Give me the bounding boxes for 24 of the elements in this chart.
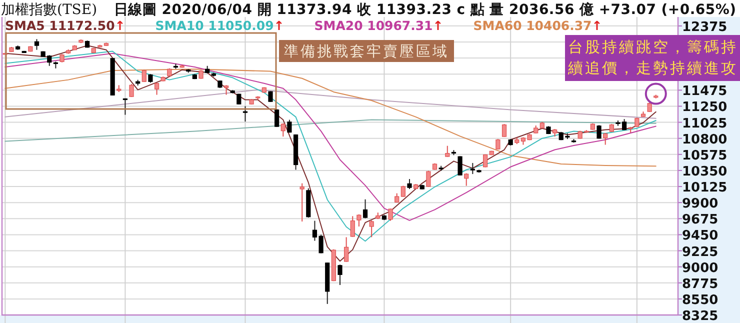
- y-tick-label: 11475: [682, 84, 728, 100]
- y-tick-label: 11025: [682, 116, 728, 132]
- legend: SMA5 11172.50↑ SMA10 11050.09↑ SMA20 10967.31↑ SMA60 10406.37↑: [5, 18, 602, 33]
- y-tick-label: 10125: [682, 180, 728, 196]
- y-tick-label: 8325: [682, 309, 718, 323]
- y-tick-label: 8550: [682, 292, 718, 308]
- y-tick-label: 9225: [682, 244, 718, 260]
- chart-title: 加權指數(TSE): [1, 2, 98, 18]
- annotation: 準備挑戰套牢賣壓區域: [279, 40, 454, 62]
- chart-subtitle: 日線圖 2020/06/04 開 11373.94 收 11393.23 c 點 量 2036.56 億 +73.07 (+0.65%): [114, 1, 736, 18]
- y-tick-label: 10575: [682, 148, 728, 164]
- annotation: 台股持續跳空，籌碼持續追價，走勢持續進攻: [565, 35, 740, 81]
- y-tick-label: 8775: [682, 276, 718, 292]
- y-tick-label: 9675: [682, 212, 718, 228]
- y-tick-label: 10800: [682, 132, 728, 148]
- y-tick-label: 9450: [682, 228, 718, 244]
- line-series: [4, 119, 656, 142]
- annotation: 準備挑戰套牢賣壓區域: [284, 43, 449, 60]
- y-tick-label: 12375: [682, 20, 728, 35]
- line-series: [4, 89, 656, 119]
- y-tick-label: 11250: [682, 100, 728, 116]
- y-tick-label: 10350: [682, 164, 728, 180]
- y-tick-label: 9900: [682, 196, 718, 212]
- y-tick-label: 9000: [682, 260, 718, 276]
